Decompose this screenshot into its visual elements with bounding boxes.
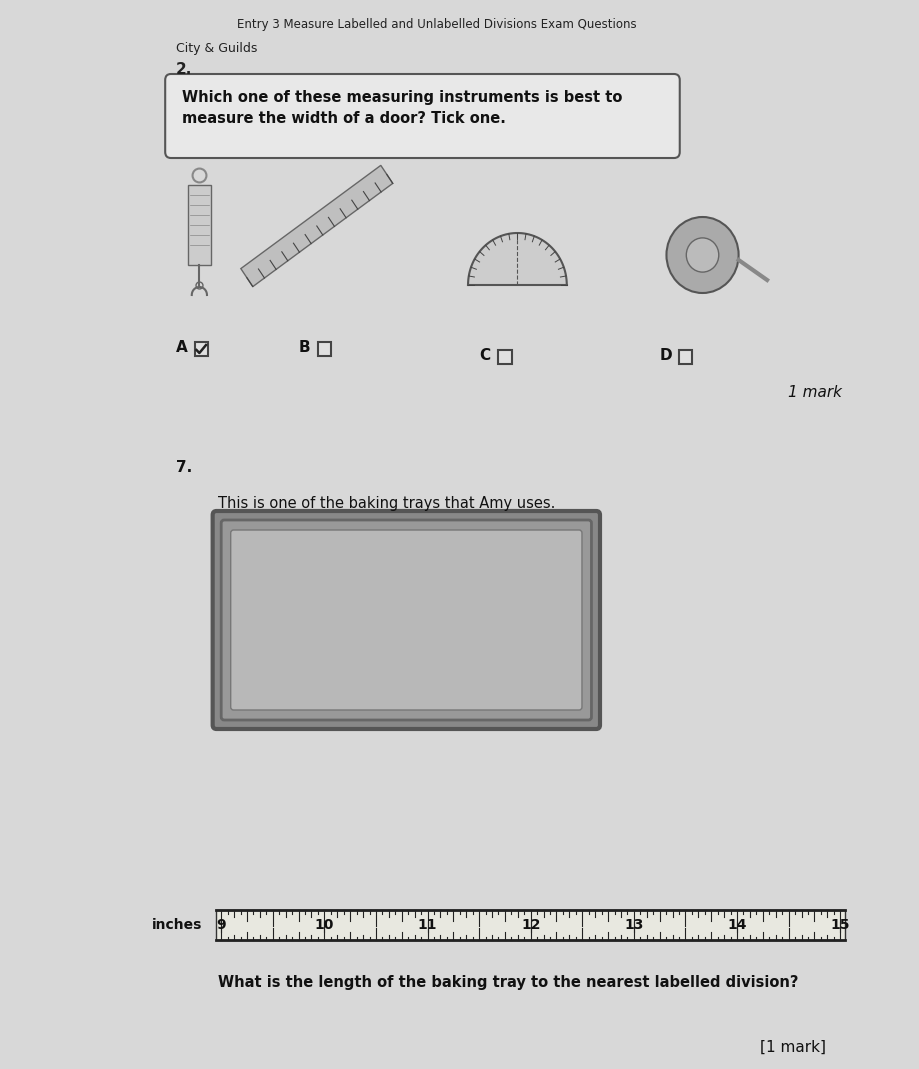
Bar (195, 342, 208, 356)
FancyBboxPatch shape (231, 530, 582, 710)
FancyBboxPatch shape (221, 520, 592, 721)
Text: 15: 15 (831, 918, 850, 932)
Text: This is one of the baking trays that Amy uses.: This is one of the baking trays that Amy… (219, 496, 556, 511)
Text: 13: 13 (624, 918, 643, 932)
Bar (217, 910, 845, 940)
Circle shape (686, 238, 719, 273)
Text: D: D (660, 348, 673, 363)
FancyBboxPatch shape (212, 511, 600, 729)
Polygon shape (241, 166, 392, 286)
Text: 1 mark: 1 mark (788, 385, 842, 400)
Bar (679, 350, 692, 365)
Polygon shape (468, 233, 567, 285)
Bar (318, 342, 332, 356)
Text: Entry 3 Measure Labelled and Unlabelled Divisions Exam Questions: Entry 3 Measure Labelled and Unlabelled … (237, 18, 637, 31)
Text: 9: 9 (216, 918, 226, 932)
FancyBboxPatch shape (165, 74, 680, 158)
Text: 14: 14 (727, 918, 747, 932)
Text: 12: 12 (521, 918, 540, 932)
Bar (498, 350, 512, 365)
Text: What is the length of the baking tray to the nearest labelled division?: What is the length of the baking tray to… (219, 975, 799, 990)
Text: 7.: 7. (176, 460, 192, 475)
Text: 2.: 2. (176, 62, 192, 77)
Text: [1 mark]: [1 mark] (760, 1040, 826, 1055)
Text: A: A (176, 340, 187, 355)
Text: B: B (299, 340, 311, 355)
Circle shape (666, 217, 739, 293)
Text: 11: 11 (418, 918, 437, 932)
Text: C: C (480, 348, 491, 363)
Text: 10: 10 (314, 918, 335, 932)
Bar (188, 185, 210, 265)
Text: inches: inches (152, 918, 202, 932)
Text: Which one of these measuring instruments is best to
measure the width of a door?: Which one of these measuring instruments… (182, 90, 623, 126)
Text: City & Guilds: City & Guilds (176, 42, 257, 55)
